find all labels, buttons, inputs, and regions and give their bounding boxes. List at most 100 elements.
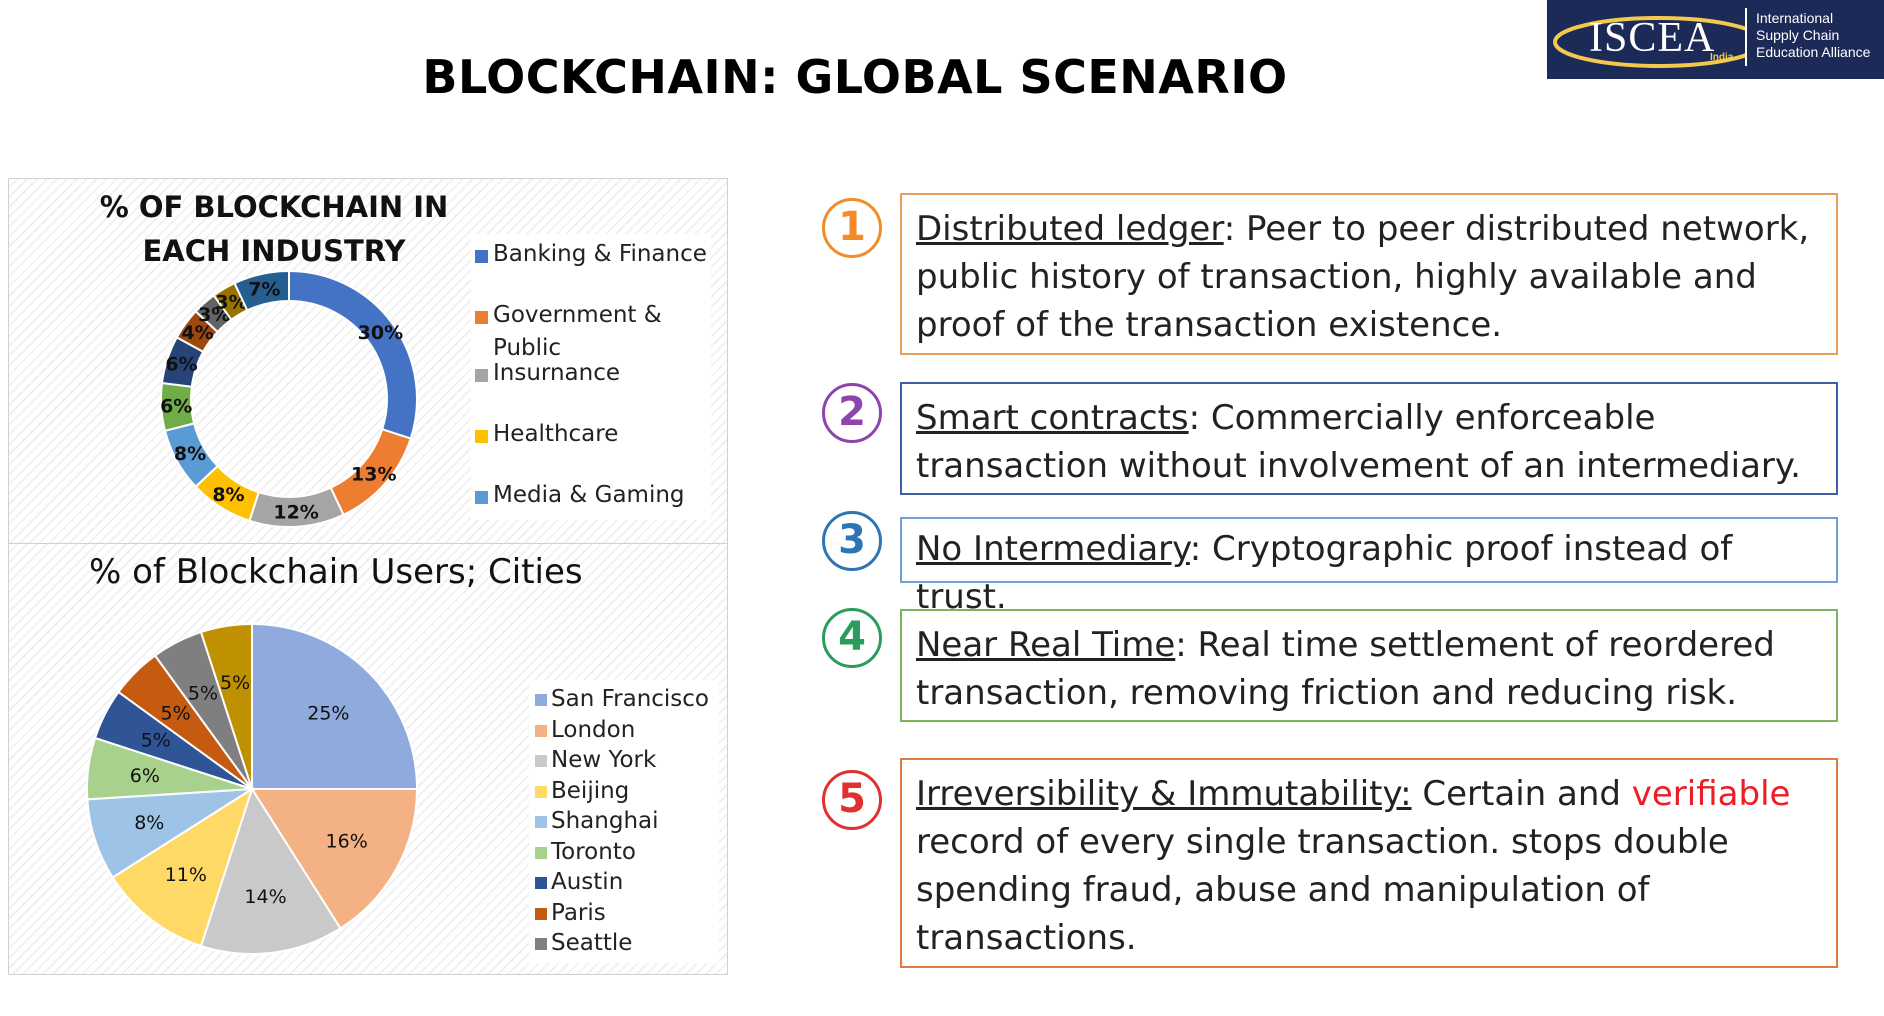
industry-data-label: 8% [212,484,244,506]
industry-data-label: 6% [165,354,197,376]
feature-box-smart-contracts: Smart contracts: Commercially enforceabl… [900,382,1838,495]
industry-slice [233,269,290,312]
legend-label: Insurnance [493,360,621,386]
feature-text: record of every single transaction. stop… [916,822,1729,958]
legend-swatch [535,816,547,828]
legend-label: Paris [551,899,606,926]
legend-swatch [535,846,547,859]
legend-item: Paris [529,898,719,929]
legend-label: Government & Public [493,302,662,361]
feature-term: Distributed ledger [916,209,1224,249]
legend-item: Beijing [529,776,719,807]
cities-chart-panel: % of Blockchain Users; Cities 25% 16% 14% 1… [8,543,728,975]
feature-text: : Peer to peer distributed network, publ… [916,209,1810,345]
legend-item: Insurnance [471,357,711,390]
legend-swatch [535,694,547,706]
legend-swatch [535,755,547,767]
industry-data-label: 8% [174,443,206,465]
page-title: BLOCKCHAIN: GLOBAL SCENARIO [422,50,1288,104]
cities-chart-title: % of Blockchain Users; Cities [89,552,583,592]
logo-text: International Supply Chain Education All… [1756,10,1870,61]
cities-data-label: 5% [141,730,171,752]
legend-label: Healthcare [493,421,619,447]
legend-swatch [535,938,547,950]
feature-box-distributed-ledger: Distributed ledger: Peer to peer distrib… [900,193,1838,355]
feature-text: : Real time settlement of reordered tran… [916,625,1775,713]
feature-number-2: 2 [822,383,882,443]
iscea-logo: ISCEA India International Supply Chain E… [1547,0,1884,79]
legend-item: Austin [529,867,719,898]
feature-term: No Intermediary [916,529,1190,569]
legend-swatch [535,877,547,889]
logo-brand: ISCEA [1589,15,1716,61]
industry-data-label: 12% [273,501,318,523]
industry-data-label: 13% [351,463,396,485]
legend-label: Banking & Finance [493,241,707,267]
cities-data-label: 11% [165,864,207,886]
legend-item: Shanghai [529,806,719,837]
feature-number-5: 5 [822,770,882,830]
industry-chart-panel: % OF BLOCKCHAIN IN EACH INDUSTRY 30% 13% 1… [8,178,728,544]
industry-data-label: 6% [160,396,192,418]
legend-item: Toronto [529,837,719,868]
industry-slice [288,269,418,440]
cities-data-label: 14% [244,886,286,908]
logo-line: International [1756,10,1834,26]
cities-slice [199,622,253,790]
feature-box-no-intermediary: No Intermediary: Cryptographic proof ins… [900,517,1838,617]
legend-label: San Francisco [551,686,710,712]
legend-item: Seattle [529,928,719,959]
logo-line: Education Alliance [1756,44,1871,60]
cities-data-label: 8% [134,812,164,834]
legend-label: Media & Gaming [493,482,685,508]
cities-slice [199,786,342,955]
legend-label: Toronto [551,838,636,865]
industry-data-label: 7% [248,278,280,300]
industry-legend: Banking & Finance Government & Public In… [471,234,711,520]
feature-highlight: verifiable [1631,774,1791,814]
legend-swatch [475,430,488,443]
cities-data-label: 5% [188,682,218,704]
logo-divider [1745,8,1747,66]
cities-slice [111,786,254,948]
legend-item: Healthcare [471,418,711,451]
cities-pie-chart: 25%16%14%11%8%6%5%5%5% 5% [86,622,419,955]
logo-sub: India [1710,52,1734,63]
feature-box-near-real-time: Near Real Time: Real time settlement of … [900,609,1838,722]
legend-item: London [529,715,719,746]
cities-data-label: 5% [161,702,191,724]
cities-slice [251,622,419,790]
legend-item: Banking & Finance [471,238,711,271]
cities-data-label: 25% [307,702,349,724]
feature-term: Irreversibility & Immutability: [916,774,1412,814]
legend-label: Beijing [551,777,630,804]
cities-slice [250,788,419,930]
industry-data-label: 4% [181,322,213,344]
feature-term: Near Real Time [916,625,1176,665]
legend-label: London [551,716,636,743]
legend-label: Austin [551,869,624,895]
feature-text: Certain and [1411,774,1632,814]
feature-text: : Commercially enforceable transaction w… [916,398,1801,486]
legend-item: Government & Public [471,299,663,365]
legend-swatch [475,491,488,504]
legend-label: Seattle [551,930,633,956]
industry-data-label: 3% [215,291,247,313]
legend-item: New York [529,745,719,776]
industry-data-label: 3% [198,304,230,326]
cities-data-label: 6% [130,765,160,787]
feature-number-1: 1 [822,198,882,258]
legend-swatch [475,250,488,263]
legend-label: Shanghai [551,808,659,834]
legend-swatch [475,369,488,382]
industry-data-label: 30% [358,322,403,344]
industry-chart-title: % OF BLOCKCHAIN IN EACH INDUSTRY [99,190,449,268]
feature-number-4: 4 [822,608,882,668]
industry-donut-chart: 30%13%12%8%8%6%6%4%3%3%7% [160,269,418,528]
legend-item: San Francisco [529,684,719,715]
legend-label: New York [551,747,657,773]
logo-line: Supply Chain [1756,27,1840,43]
legend-swatch [535,907,547,920]
feature-term: Smart contracts [916,398,1189,438]
legend-item: Media & Gaming [471,479,711,512]
